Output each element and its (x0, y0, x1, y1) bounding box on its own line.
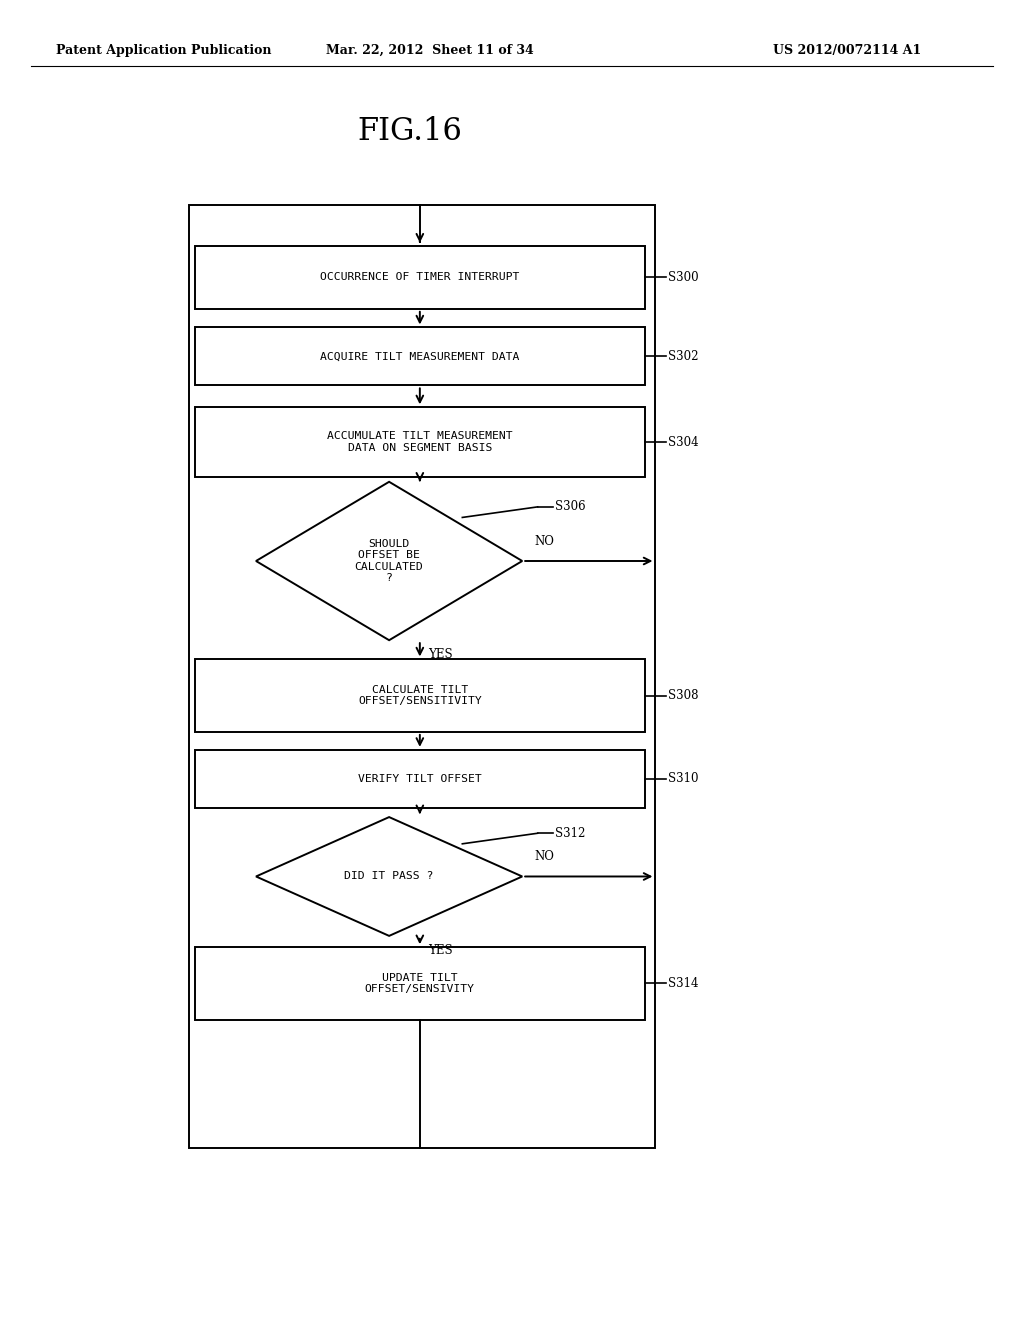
Text: S308: S308 (668, 689, 698, 702)
Text: NO: NO (535, 535, 554, 548)
Text: Mar. 22, 2012  Sheet 11 of 34: Mar. 22, 2012 Sheet 11 of 34 (327, 44, 534, 57)
Text: YES: YES (428, 944, 453, 957)
Text: S310: S310 (668, 772, 698, 785)
Text: S304: S304 (668, 436, 698, 449)
Text: ACQUIRE TILT MEASUREMENT DATA: ACQUIRE TILT MEASUREMENT DATA (321, 351, 519, 362)
Text: S306: S306 (555, 500, 586, 513)
Bar (189, 205, 655, 1148)
Bar (195, 246, 645, 309)
Text: CALCULATE TILT
OFFSET/SENSITIVITY: CALCULATE TILT OFFSET/SENSITIVITY (358, 685, 481, 706)
Text: FIG.16: FIG.16 (357, 116, 462, 148)
Text: US 2012/0072114 A1: US 2012/0072114 A1 (773, 44, 922, 57)
Text: VERIFY TILT OFFSET: VERIFY TILT OFFSET (358, 774, 481, 784)
Bar (195, 327, 645, 385)
Text: Patent Application Publication: Patent Application Publication (56, 44, 271, 57)
Text: NO: NO (535, 850, 554, 863)
Bar (195, 407, 645, 477)
Polygon shape (256, 482, 522, 640)
Text: DID IT PASS ?: DID IT PASS ? (344, 871, 434, 882)
Text: SHOULD
OFFSET BE
CALCULATED
?: SHOULD OFFSET BE CALCULATED ? (354, 539, 424, 583)
Text: YES: YES (428, 648, 453, 661)
Text: ACCUMULATE TILT MEASUREMENT
DATA ON SEGMENT BASIS: ACCUMULATE TILT MEASUREMENT DATA ON SEGM… (327, 432, 513, 453)
Text: S312: S312 (555, 826, 586, 840)
Text: S300: S300 (668, 271, 698, 284)
Text: OCCURRENCE OF TIMER INTERRUPT: OCCURRENCE OF TIMER INTERRUPT (321, 272, 519, 282)
Bar (195, 948, 645, 1019)
Polygon shape (256, 817, 522, 936)
Bar (195, 750, 645, 808)
Text: UPDATE TILT
OFFSET/SENSIVITY: UPDATE TILT OFFSET/SENSIVITY (365, 973, 475, 994)
Text: S302: S302 (668, 350, 698, 363)
Text: S314: S314 (668, 977, 698, 990)
Bar (195, 660, 645, 731)
